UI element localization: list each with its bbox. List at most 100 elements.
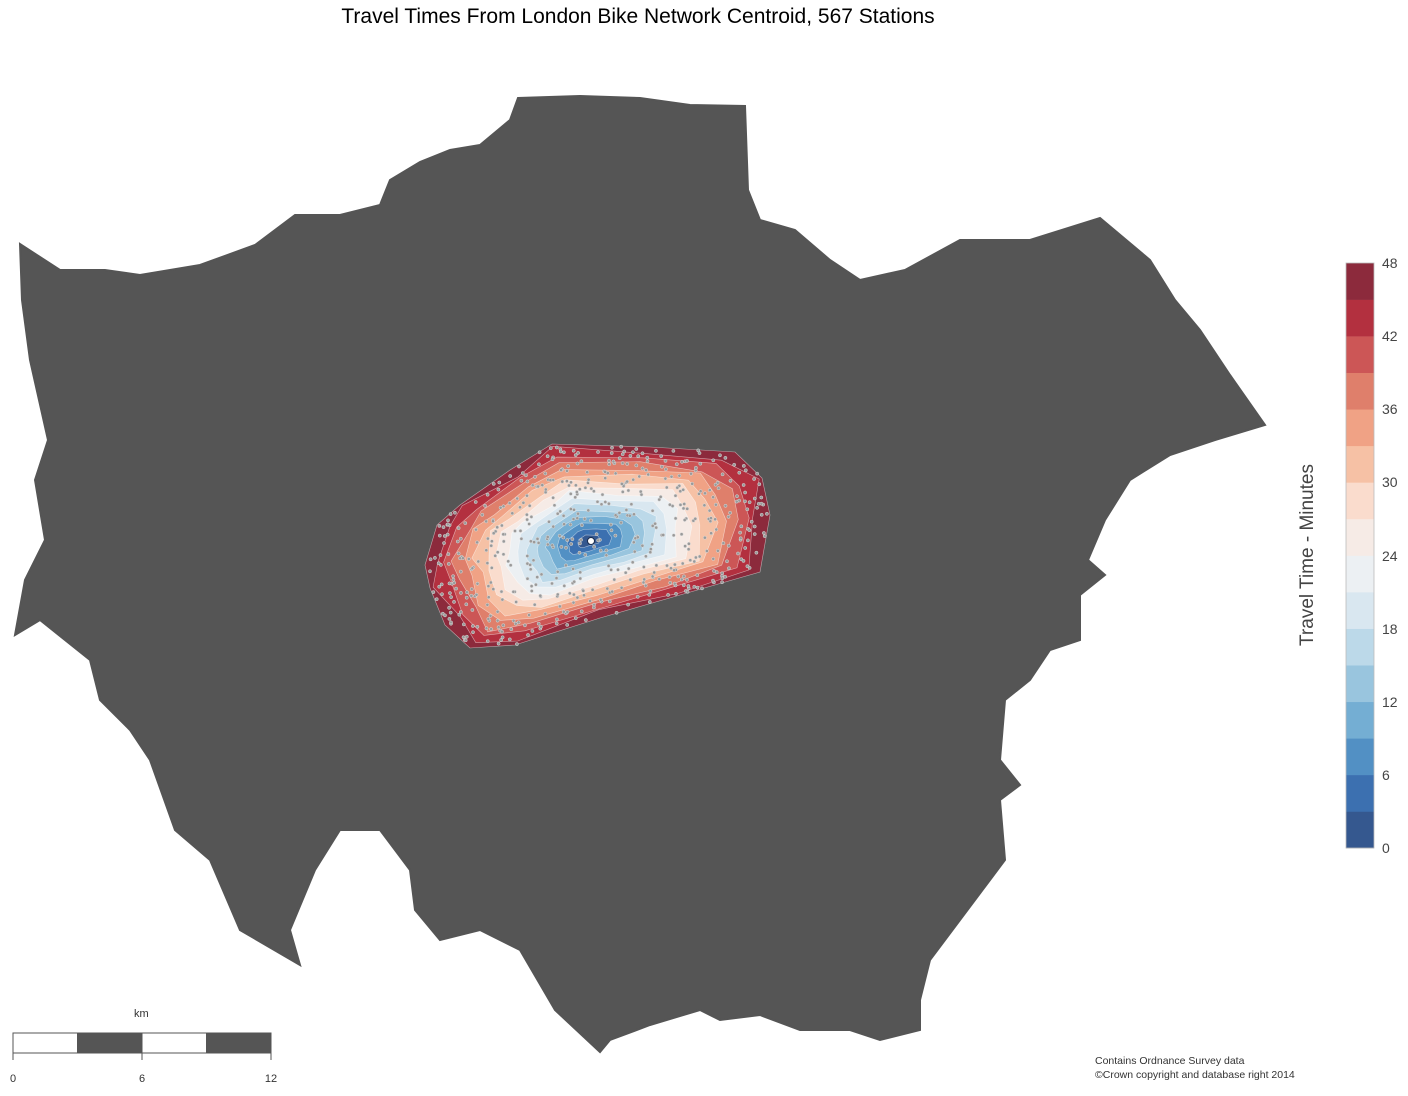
station-point xyxy=(757,482,762,487)
station-point xyxy=(603,500,608,504)
station-point xyxy=(630,560,635,565)
station-point xyxy=(654,563,659,568)
station-point xyxy=(465,590,469,595)
station-point xyxy=(570,537,575,541)
station-point xyxy=(649,547,653,551)
station-point xyxy=(727,566,731,571)
station-point xyxy=(741,483,746,487)
station-point xyxy=(592,605,596,610)
station-point xyxy=(619,585,624,590)
station-point xyxy=(547,519,551,524)
station-point xyxy=(434,597,439,602)
station-point xyxy=(694,465,698,470)
station-point xyxy=(648,589,653,594)
station-point xyxy=(539,624,543,629)
colorbar-tick-label: 42 xyxy=(1382,328,1398,345)
station-point xyxy=(446,552,451,556)
station-point xyxy=(469,593,474,598)
station-point xyxy=(647,600,652,604)
station-point xyxy=(457,612,462,617)
station-point xyxy=(573,453,578,457)
station-point xyxy=(464,595,469,600)
station-point xyxy=(461,556,465,561)
station-point xyxy=(559,545,564,549)
station-point xyxy=(625,462,630,466)
station-point xyxy=(511,618,516,623)
station-point xyxy=(428,569,432,574)
station-point xyxy=(571,567,575,571)
station-point xyxy=(545,454,550,459)
station-point xyxy=(652,570,657,575)
station-point xyxy=(693,516,698,521)
station-point xyxy=(685,459,689,463)
station-point xyxy=(604,548,609,553)
station-point xyxy=(673,493,678,498)
station-point xyxy=(565,538,570,542)
station-point xyxy=(498,505,503,510)
station-point xyxy=(603,476,608,480)
station-point xyxy=(637,474,642,479)
station-point xyxy=(558,509,563,514)
station-point xyxy=(673,516,678,521)
station-point xyxy=(604,553,609,558)
station-point xyxy=(669,474,674,479)
station-point xyxy=(629,502,634,507)
station-point xyxy=(741,559,746,563)
station-point xyxy=(576,511,580,516)
station-point xyxy=(741,464,746,468)
station-point xyxy=(528,563,532,567)
station-point xyxy=(620,452,625,457)
station-point xyxy=(508,563,513,568)
station-point xyxy=(607,501,611,506)
station-point xyxy=(496,625,501,630)
station-point xyxy=(506,559,511,564)
colorbar-band xyxy=(1346,263,1374,300)
station-point xyxy=(705,549,709,553)
station-point xyxy=(501,539,506,544)
station-point xyxy=(628,453,633,458)
station-point xyxy=(579,537,583,542)
station-point xyxy=(703,535,707,540)
station-point xyxy=(668,580,673,585)
colorbar-band xyxy=(1346,701,1374,739)
station-point xyxy=(552,503,557,508)
station-point xyxy=(571,600,576,605)
station-point xyxy=(725,559,729,564)
station-point xyxy=(627,513,632,518)
station-point xyxy=(559,468,563,472)
station-point xyxy=(685,589,690,594)
station-point xyxy=(765,511,769,516)
station-point xyxy=(561,535,566,540)
station-point xyxy=(631,540,636,545)
station-point xyxy=(454,586,458,591)
station-point xyxy=(749,519,754,524)
station-point xyxy=(551,524,556,529)
station-point xyxy=(529,584,534,588)
station-point xyxy=(436,561,441,566)
station-point xyxy=(545,542,550,547)
station-point xyxy=(609,451,614,455)
station-point xyxy=(448,591,452,595)
station-point xyxy=(524,473,528,478)
station-point xyxy=(628,577,633,582)
station-point xyxy=(545,535,550,539)
station-point xyxy=(550,543,555,548)
station-point xyxy=(676,574,681,579)
station-point xyxy=(606,564,611,568)
station-point xyxy=(476,559,481,564)
colorbar-band xyxy=(1346,738,1374,776)
colorbar-tick-label: 0 xyxy=(1382,840,1390,856)
station-point xyxy=(451,577,456,582)
station-point xyxy=(470,566,475,571)
station-point xyxy=(433,556,437,560)
station-point xyxy=(696,448,701,453)
station-point xyxy=(690,481,695,486)
station-point xyxy=(463,521,468,525)
station-point xyxy=(632,512,636,517)
station-point xyxy=(685,577,689,582)
station-point xyxy=(475,581,480,586)
station-point xyxy=(484,519,488,524)
colorbar-band xyxy=(1346,555,1374,593)
station-point xyxy=(575,595,580,600)
station-point xyxy=(743,499,747,504)
